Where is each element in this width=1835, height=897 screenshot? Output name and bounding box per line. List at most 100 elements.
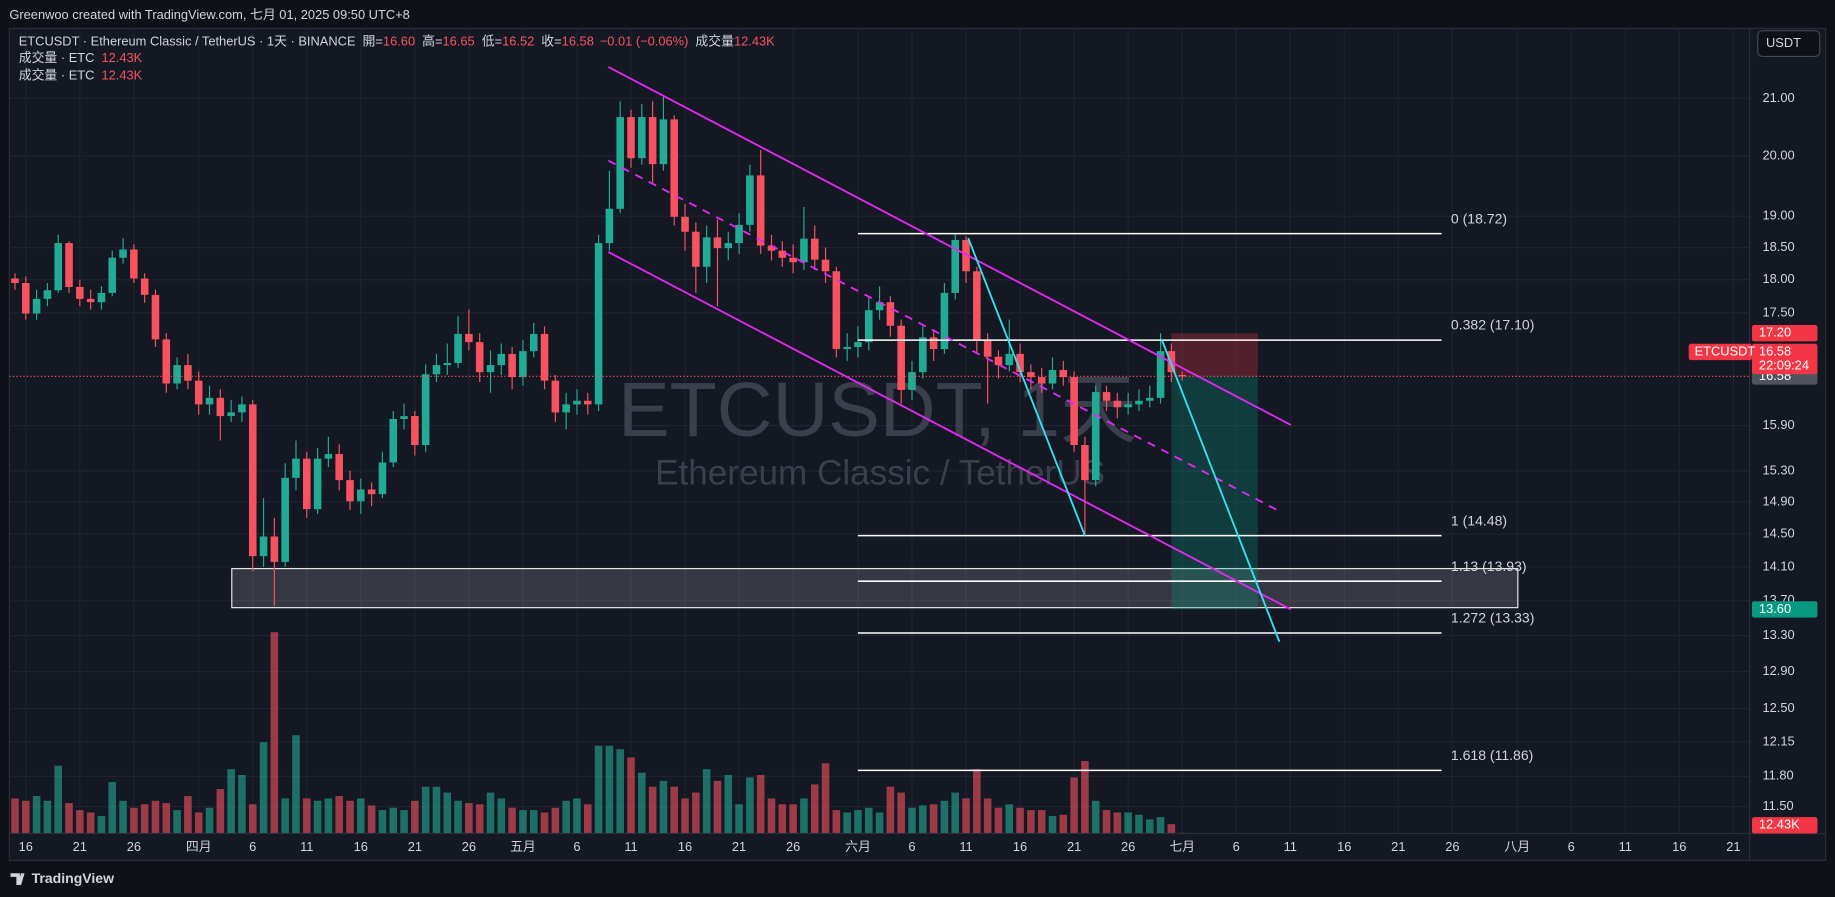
candle-body (205, 397, 214, 405)
volume-bar (702, 769, 711, 834)
candle-body (940, 292, 949, 350)
candle-body (400, 416, 408, 420)
volume-bar (616, 749, 624, 834)
volume-bar (238, 775, 246, 834)
volume-bar (184, 796, 192, 834)
x-tick-label: 五月 (510, 839, 536, 854)
volume-bar (692, 792, 700, 834)
candle-body (76, 286, 84, 299)
volume-tag: 12.43K (1759, 817, 1800, 832)
candle-body (778, 250, 787, 258)
indicator-label: 成交量 · ETC (19, 68, 95, 83)
candle-body (313, 458, 322, 510)
volume-bar (908, 807, 916, 834)
volume-bar (886, 786, 895, 834)
volume-bar (735, 804, 743, 834)
candle-body (789, 257, 797, 263)
y-tick-label: 14.50 (1762, 525, 1794, 540)
x-tick-label: 21 (1067, 839, 1081, 854)
volume-bar (32, 796, 41, 834)
overlay-layer: 0 (18.72) 0.382 (17.10) 1 (14.48) 1.13 (13.… (9, 66, 1750, 772)
x-tick-label: 六月 (845, 839, 871, 854)
volume-bar (551, 807, 560, 834)
volume-bar (789, 804, 797, 834)
volume-bar (810, 784, 819, 834)
candle-body (184, 365, 192, 381)
candle-body (529, 333, 538, 352)
candle-body (486, 365, 495, 373)
volume-bar (1113, 812, 1122, 834)
x-tick-label: 11 (624, 839, 637, 854)
x-tick-label: 16 (1337, 839, 1351, 854)
volume-bar (994, 807, 1003, 834)
currency-label[interactable]: USDT (1766, 35, 1801, 50)
legend-change: −0.01 (−0.06%) (600, 34, 689, 49)
volume-bar (681, 798, 689, 834)
candle-body (681, 216, 689, 232)
volume-bar (562, 800, 570, 834)
volume-bar (400, 810, 408, 834)
volume-bar (216, 789, 225, 834)
volume-bar (529, 810, 538, 834)
volume-bar (1048, 815, 1057, 834)
volume-bar (140, 804, 149, 834)
candle-body (475, 342, 484, 373)
candle-body (1081, 445, 1089, 481)
candle-body (1091, 392, 1100, 481)
price-tag-bg (1751, 325, 1818, 342)
x-tick-label: 16 (354, 839, 368, 854)
x-tick-label: 6 (908, 839, 915, 854)
volume-bar (86, 812, 95, 834)
candle-body (638, 117, 646, 159)
volume-bar (248, 804, 257, 834)
candle-body (335, 454, 343, 481)
candle-body (573, 400, 581, 405)
volume-bar (821, 763, 830, 834)
candle-body (994, 356, 1003, 366)
candle-body (22, 283, 30, 314)
volume-bar (573, 798, 581, 834)
candle-body (497, 353, 506, 366)
candle-body (810, 238, 819, 260)
legend-indicator: 成交量 · ETC 12.43K (19, 68, 143, 83)
x-tick-label: 21 (1726, 839, 1740, 854)
y-tick-label: 14.90 (1762, 493, 1794, 508)
volume-bar (486, 792, 495, 834)
volume-bar (1167, 824, 1176, 834)
last-price: 16.58 (1759, 343, 1791, 358)
fib-label: 1.272 (13.33) (1451, 610, 1534, 626)
x-tick-label: 6 (1233, 839, 1240, 854)
volume-bar (292, 735, 300, 834)
candle-body (32, 298, 41, 314)
volume-bar (919, 805, 927, 834)
currency-button[interactable] (1757, 30, 1821, 58)
volume-bar (713, 780, 722, 834)
candle-body (864, 310, 873, 343)
volume-bar (281, 798, 289, 834)
x-tick-label: 21 (73, 839, 87, 854)
legend-symbol: ETCUSDT · Ethereum Classic / TetherUS · … (19, 34, 356, 49)
candle-body (465, 333, 473, 343)
candle-body (108, 257, 117, 293)
volume-bar (670, 786, 679, 834)
candle-body (454, 333, 462, 363)
x-tick-label: 6 (573, 839, 580, 854)
candle-body (216, 397, 225, 417)
candle-body (389, 419, 398, 463)
volume-bar (594, 745, 603, 834)
candle-body (594, 243, 603, 405)
legend-volume: 12.43K (734, 34, 775, 49)
candle-body (1124, 404, 1132, 408)
volume-bar (119, 800, 127, 834)
candle-body (259, 536, 268, 557)
x-tick-label: 21 (732, 839, 746, 854)
volume-bar (151, 800, 160, 834)
volume-bar (540, 812, 549, 834)
candle-body (583, 400, 592, 405)
candle-body (919, 337, 927, 373)
volume-bar (11, 798, 19, 834)
candle-body (670, 119, 679, 217)
x-tick-label: 26 (462, 839, 476, 854)
legend-field-label: 開= (363, 34, 383, 49)
candle-body (357, 489, 365, 502)
